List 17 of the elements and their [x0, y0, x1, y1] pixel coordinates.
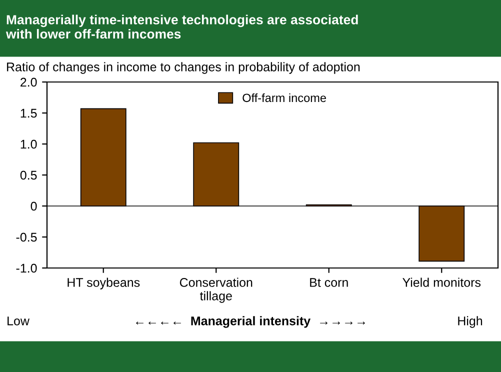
- y-tick-label: 0.5: [20, 170, 37, 180]
- y-axis-title: Ratio of changes in income to changes in probability of adoption: [7, 62, 360, 74]
- x-tick-label: HT soybeans: [68, 278, 140, 290]
- y-tick-label: -1.0: [16, 264, 37, 273]
- y-tick-label: 2.0: [20, 78, 37, 87]
- y-tick-label: 1.5: [20, 108, 37, 118]
- x-tick-label: Yield monitors: [402, 278, 481, 287]
- text: Low: [8, 316, 30, 326]
- text: High: [458, 316, 482, 328]
- chart-title: Managerially time-intensive technologies are associated with lower off-farm incomes: [6, 14, 358, 39]
- text: ←←←← Managerial intensity →→→→: [136, 316, 365, 328]
- y-tick-label: 1.0: [20, 140, 37, 149]
- y-tick-label: 0: [30, 202, 37, 211]
- x-tick-label: Conservation tillage: [180, 278, 252, 303]
- y-tick-label: -0.5: [16, 232, 37, 242]
- legend-label: Off-farm income: [242, 93, 326, 102]
- x-tick-label: Bt corn: [310, 278, 348, 287]
